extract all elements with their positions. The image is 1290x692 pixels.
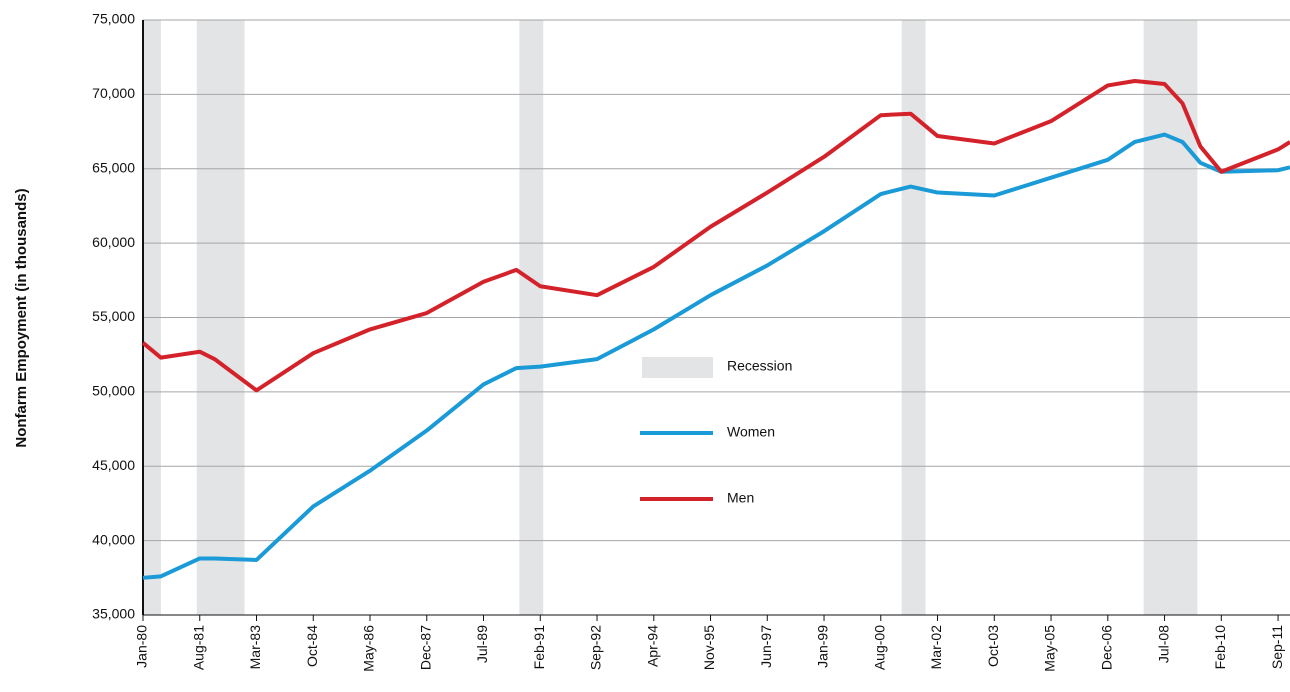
y-tick-label: 50,000 — [92, 383, 135, 399]
x-tick-label: Mar-02 — [928, 625, 944, 670]
legend-label: Recession — [727, 358, 792, 374]
y-tick-label: 40,000 — [92, 531, 135, 547]
x-tick-label: May-86 — [361, 625, 377, 672]
y-tick-label: 65,000 — [92, 159, 135, 175]
y-tick-label: 55,000 — [92, 308, 135, 324]
x-tick-label: Feb-10 — [1212, 625, 1228, 670]
x-tick-label: Sep-11 — [1269, 625, 1285, 669]
x-tick-label: Apr-94 — [644, 625, 660, 667]
y-tick-label: 45,000 — [92, 457, 135, 473]
x-tick-label: Oct-84 — [304, 625, 320, 667]
legend-label: Women — [727, 424, 775, 440]
x-tick-label: Aug-81 — [190, 625, 206, 670]
x-tick-label: May-05 — [1042, 625, 1058, 672]
legend-label: Men — [727, 490, 754, 506]
line-series — [141, 78, 1290, 393]
line-series — [142, 132, 1290, 580]
x-tick-label: Jan-80 — [134, 625, 150, 668]
x-tick-label: Aug-00 — [871, 625, 887, 670]
x-tick-label: Dec-87 — [417, 625, 433, 670]
x-tick-label: Mar-83 — [247, 625, 263, 670]
x-tick-label: Jul-08 — [1155, 625, 1171, 663]
x-tick-label: Dec-06 — [1098, 625, 1114, 670]
y-tick-label: 60,000 — [92, 234, 135, 250]
x-tick-label: Jul-89 — [474, 625, 490, 663]
x-tick-label: Jun-97 — [758, 625, 774, 668]
x-tick-label: Sep-92 — [588, 625, 604, 670]
y-axis-label: Nonfarm Empoyment (in thousands) — [13, 188, 30, 447]
x-tick-label: Oct-03 — [985, 625, 1001, 667]
y-tick-label: 70,000 — [92, 85, 135, 101]
x-tick-label: Nov-95 — [701, 625, 717, 670]
y-tick-label: 75,000 — [92, 11, 135, 27]
legend-swatch — [642, 357, 713, 378]
x-tick-label: Jan-99 — [815, 625, 831, 668]
y-tick-label: 35,000 — [92, 606, 135, 622]
x-tick-label: Feb-91 — [531, 625, 547, 670]
